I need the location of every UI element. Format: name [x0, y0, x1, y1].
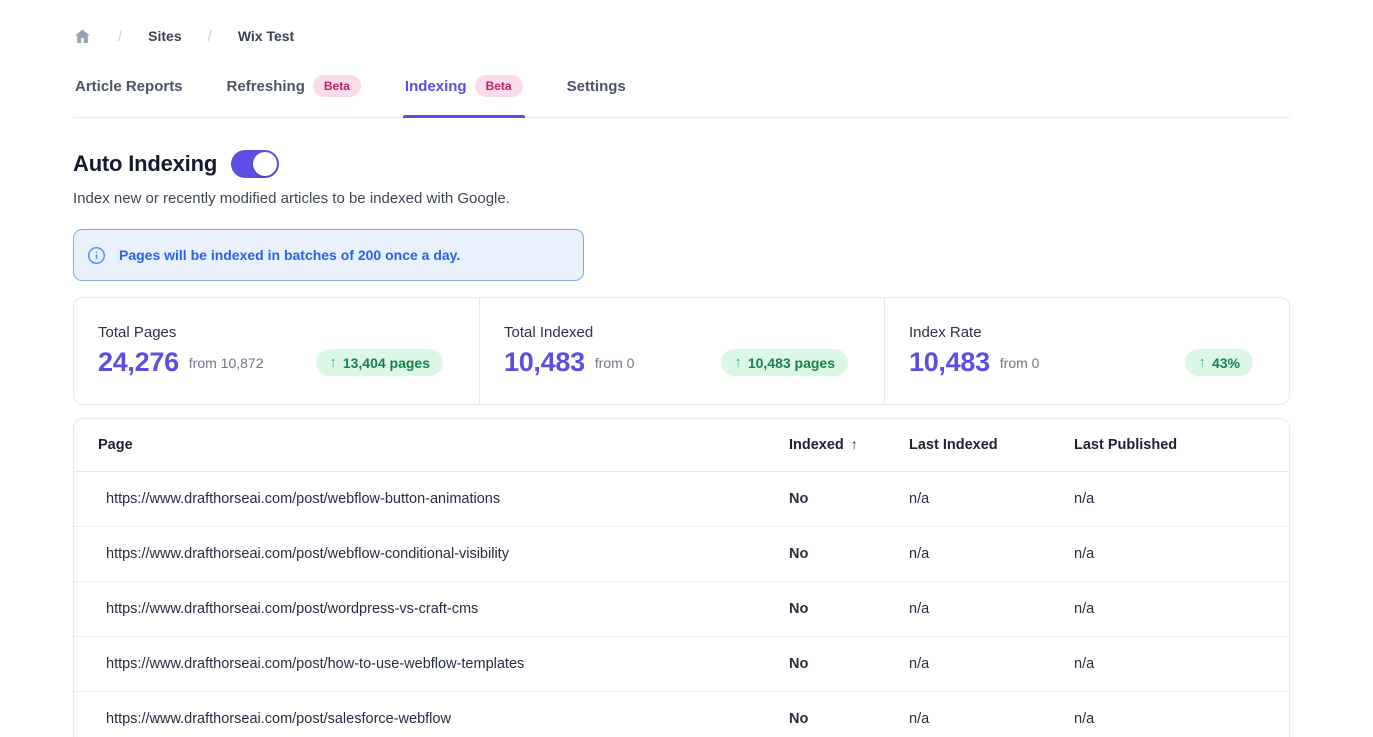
breadcrumb-item-site-name[interactable]: Wix Test [237, 28, 295, 44]
breadcrumb-separator: / [118, 27, 123, 45]
sort-asc-icon: ↑ [850, 436, 858, 453]
cell-indexed: No [789, 691, 909, 737]
trend-up-icon: ↑ [329, 354, 337, 371]
cell-indexed: No [789, 636, 909, 692]
table-row[interactable]: https://www.drafthorseai.com/post/salesf… [74, 691, 1289, 737]
section-description: Index new or recently modified articles … [73, 190, 510, 207]
cell-last-indexed: n/a [909, 581, 1074, 637]
cell-indexed: No [789, 471, 909, 527]
stat-label: Index Rate [909, 324, 982, 341]
stat-card-total-pages: Total Pages 24,276 from 10,872 ↑ 13,404 … [74, 298, 479, 404]
page-title: Auto Indexing [73, 151, 218, 176]
cell-last-indexed: n/a [909, 471, 1074, 527]
column-header-page[interactable]: Page [74, 419, 789, 472]
cell-last-indexed: n/a [909, 636, 1074, 692]
info-icon [87, 246, 106, 265]
stat-value: 10,483 [504, 347, 585, 377]
column-header-last-indexed[interactable]: Last Indexed [909, 419, 1074, 472]
info-banner-message: Pages will be indexed in batches of 200 … [119, 247, 461, 263]
table-row[interactable]: https://www.drafthorseai.com/post/how-to… [74, 636, 1289, 692]
home-icon[interactable] [73, 27, 92, 46]
tab-label: Refreshing [226, 77, 305, 95]
tab-label: Indexing [404, 77, 467, 95]
cell-last-published: n/a [1074, 581, 1289, 637]
tab-refreshing[interactable]: Refreshing Beta [225, 73, 363, 117]
trend-badge: ↑ 13,404 pages [316, 349, 443, 376]
breadcrumb-separator: / [207, 27, 212, 45]
tab-indexing[interactable]: Indexing Beta [402, 73, 525, 118]
column-header-indexed[interactable]: Indexed ↑ [789, 419, 909, 472]
trend-badge: ↑ 10,483 pages [721, 349, 848, 376]
toggle-knob [253, 152, 278, 176]
cell-last-published: n/a [1074, 526, 1289, 582]
table-header-row: Page Indexed ↑ Last Indexed Last Published [74, 419, 1289, 472]
cell-indexed: No [789, 526, 909, 582]
trend-text: 43% [1211, 354, 1240, 371]
beta-badge: Beta [474, 75, 523, 97]
breadcrumb: / Sites / Wix Test [73, 0, 1290, 46]
cell-page-url[interactable]: https://www.drafthorseai.com/post/webflo… [74, 526, 789, 582]
stat-card-index-rate: Index Rate 10,483 from 0 ↑ 43% [884, 298, 1289, 404]
tab-label: Settings [566, 77, 626, 95]
tab-label: Article Reports [75, 77, 183, 95]
trend-up-icon: ↑ [734, 354, 742, 371]
trend-up-icon: ↑ [1198, 354, 1206, 371]
stat-card-total-indexed: Total Indexed 10,483 from 0 ↑ 10,483 pag… [479, 298, 884, 404]
trend-text: 10,483 pages [747, 354, 835, 371]
stat-from: from 0 [594, 354, 635, 371]
tab-settings[interactable]: Settings [565, 73, 628, 117]
cell-last-published: n/a [1074, 691, 1289, 737]
cell-page-url[interactable]: https://www.drafthorseai.com/post/webflo… [74, 471, 789, 527]
trend-text: 13,404 pages [342, 354, 430, 371]
tab-bar: Article Reports Refreshing Beta Indexing… [73, 73, 1290, 118]
auto-indexing-toggle[interactable] [231, 150, 280, 178]
stats-row: Total Pages 24,276 from 10,872 ↑ 13,404 … [73, 297, 1290, 405]
cell-last-indexed: n/a [909, 691, 1074, 737]
cell-indexed: No [789, 581, 909, 637]
stat-label: Total Pages [98, 324, 177, 341]
table-row[interactable]: https://www.drafthorseai.com/post/webflo… [74, 526, 1289, 582]
tab-article-reports[interactable]: Article Reports [73, 73, 185, 117]
beta-badge: Beta [312, 75, 361, 97]
pages-table: Page Indexed ↑ Last Indexed Last Published h… [73, 418, 1290, 737]
table-row[interactable]: https://www.drafthorseai.com/post/webflo… [74, 471, 1289, 527]
cell-page-url[interactable]: https://www.drafthorseai.com/post/salesf… [74, 691, 789, 737]
cell-last-published: n/a [1074, 471, 1289, 527]
stat-value: 10,483 [909, 347, 990, 377]
stat-from: from 10,872 [188, 354, 264, 371]
breadcrumb-item-sites[interactable]: Sites [148, 28, 182, 44]
table-row[interactable]: https://www.drafthorseai.com/post/wordpr… [74, 581, 1289, 637]
cell-last-indexed: n/a [909, 526, 1074, 582]
stat-value: 24,276 [98, 347, 179, 377]
trend-badge: ↑ 43% [1185, 349, 1253, 376]
column-header-last-published[interactable]: Last Published [1074, 419, 1289, 472]
info-banner: Pages will be indexed in batches of 200 … [73, 229, 584, 281]
stat-label: Total Indexed [504, 324, 594, 341]
stat-from: from 0 [999, 354, 1040, 371]
cell-page-url[interactable]: https://www.drafthorseai.com/post/wordpr… [74, 581, 789, 637]
cell-page-url[interactable]: https://www.drafthorseai.com/post/how-to… [74, 636, 789, 692]
cell-last-published: n/a [1074, 636, 1289, 692]
